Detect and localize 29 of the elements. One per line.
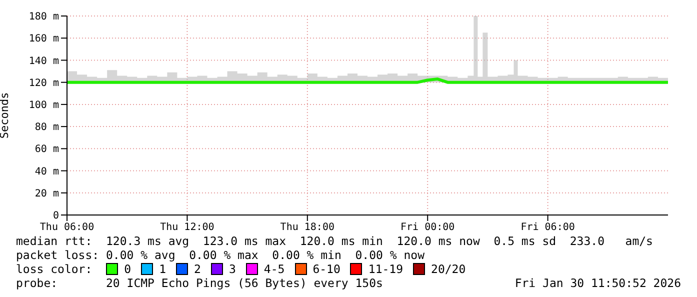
text: 0 [124, 262, 132, 276]
text: 3 [228, 262, 236, 276]
x-tick-label: Thu 12:00 [160, 222, 214, 234]
y-tick-label: 80 m [34, 122, 59, 134]
y-tick-label: 60 m [34, 144, 59, 156]
text: probe: 20 ICMP Echo Pings (56 Bytes) every 150s [16, 276, 383, 290]
y-tick-label: 20 m [34, 188, 59, 200]
y-tick-label: 0 [52, 210, 59, 222]
text: 4-5 [264, 262, 285, 276]
x-tick-label: Fri 06:00 [520, 222, 575, 234]
text: packet loss: 0.00 % avg 0.00 % max 0.00 % min 0.00 % now [16, 248, 424, 262]
text: Fri Jan 30 11:50:52 2026 [514, 276, 681, 290]
y-axis-title: Seconds [0, 92, 11, 139]
text: 11-19 [368, 262, 404, 276]
y-tick-label: 160 m [28, 34, 59, 45]
x-tick-label: Fri 00:00 [400, 222, 455, 234]
text: 6-10 [312, 262, 340, 276]
text: median rtt: 120.3 ms avg 123.0 ms max 120.0 ms min 120.0 ms now 0.5 ms sd 233.0 am/s [16, 234, 653, 248]
y-tick-label: 100 m [28, 100, 59, 111]
x-tick-label: Thu 06:00 [40, 222, 94, 234]
x-tick-label: Thu 18:00 [280, 222, 334, 234]
y-tick-label: 140 m [28, 56, 59, 67]
text: loss color: [16, 262, 92, 276]
text: 1 [159, 262, 166, 276]
text: 20/20 [431, 262, 466, 276]
y-tick-label: 120 m [28, 78, 59, 89]
y-tick-label: 40 m [34, 166, 59, 178]
text: 2 [194, 262, 201, 276]
y-tick-label: 180 m [28, 12, 59, 23]
